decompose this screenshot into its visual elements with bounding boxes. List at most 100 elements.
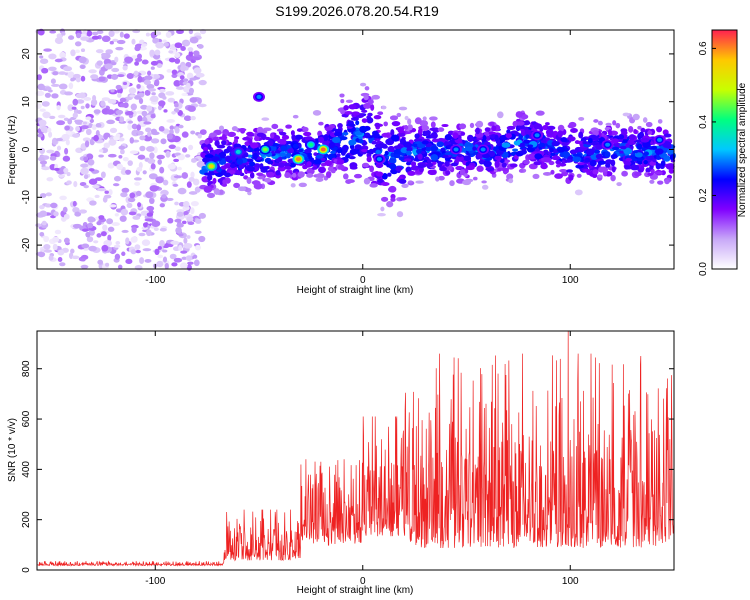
heatmap-cell (367, 99, 374, 105)
heatmap-cell (74, 41, 82, 47)
heatmap-cell (224, 172, 231, 178)
heatmap-cell (85, 116, 92, 121)
heatmap-cell (622, 112, 630, 117)
heatmap-cell (657, 119, 663, 124)
heatmap-cell (592, 130, 599, 136)
heatmap-cell (79, 182, 87, 187)
heatmap-cell (268, 139, 274, 147)
heatmap-cell (358, 139, 364, 144)
heatmap-cell (115, 133, 121, 138)
heatmap-cell (146, 105, 153, 112)
heatmap-cell (550, 169, 555, 175)
heatmap-cell (636, 143, 643, 150)
heatmap-cell (522, 139, 531, 144)
heatmap-cell (82, 121, 88, 125)
heatmap-cell (656, 155, 661, 161)
heatmap-cell (233, 182, 241, 189)
heatmap-cell (195, 72, 205, 78)
heatmap-cell (176, 29, 184, 35)
heatmap-cell (127, 197, 136, 203)
heatmap-cell (144, 89, 151, 96)
heatmap-cell (647, 172, 654, 176)
heatmap-cell (647, 130, 653, 135)
heatmap-cell (175, 86, 185, 90)
heatmap-cell (201, 152, 207, 159)
heatmap-cell (171, 73, 178, 78)
heatmap-cell (56, 120, 66, 126)
colorbar-gradient (711, 29, 738, 270)
heatmap-cell (445, 170, 451, 175)
heatmap-cell (83, 174, 89, 179)
heatmap-cell (465, 165, 475, 171)
heatmap-cell (111, 67, 120, 73)
heatmap-cell (67, 71, 75, 79)
heatmap-cell (331, 128, 338, 132)
heatmap-cell (377, 213, 386, 217)
heatmap-cell (582, 140, 588, 145)
heatmap-cell (158, 100, 166, 107)
heatmap-cell (162, 179, 169, 186)
heatmap-cell (186, 181, 192, 188)
heatmap-cell (509, 163, 518, 168)
heatmap-cell (181, 92, 189, 97)
heatmap-cell (48, 53, 57, 60)
heatmap-cell (186, 235, 191, 239)
heatmap-cell (56, 33, 64, 39)
heatmap-cell (533, 161, 542, 166)
heatmap-cell (542, 124, 549, 131)
heatmap-cell (194, 244, 202, 251)
heatmap-cell (187, 47, 194, 52)
heatmap-cell (181, 256, 188, 260)
heatmap-cell (422, 129, 431, 136)
heatmap-cell (168, 57, 176, 63)
heatmap-cell (184, 115, 192, 122)
heatmap-cell (618, 134, 625, 140)
heatmap-cell (306, 167, 315, 175)
heatmap-cell (133, 177, 142, 181)
heatmap-cell (414, 133, 420, 139)
heatmap-cell (47, 127, 52, 133)
heatmap-cell (398, 156, 405, 161)
heatmap-cell (399, 197, 407, 201)
heatmap-cell (155, 176, 164, 184)
heatmap-cell (526, 145, 535, 153)
heatmap-cell (615, 122, 621, 129)
heatmap-cell (547, 125, 556, 131)
heatmap-cell (595, 153, 602, 159)
heatmap-cell (404, 115, 409, 121)
heatmap-cell (98, 215, 105, 220)
heatmap-cell (340, 99, 345, 104)
y-tick-label: -10 (21, 190, 32, 205)
heatmap-cell (582, 168, 591, 173)
heatmap-cell (516, 121, 525, 126)
heatmap-cell (560, 136, 568, 143)
heatmap-cell (162, 249, 168, 253)
heatmap-cell (159, 166, 165, 174)
heatmap-cell (425, 162, 434, 168)
heatmap-cell (525, 134, 530, 139)
heatmap-cell (114, 56, 119, 63)
heatmap-cell (348, 123, 356, 127)
heatmap-cell (566, 136, 576, 142)
heatmap-cell (610, 174, 616, 182)
heatmap-cell (206, 192, 216, 199)
heatmap-cell (221, 139, 227, 146)
heatmap-cell (162, 256, 168, 263)
heatmap-cell (337, 122, 343, 129)
heatmap-cell (306, 161, 312, 167)
heatmap-cell (208, 164, 214, 169)
heatmap-cell (39, 147, 46, 154)
heatmap-cell (476, 153, 485, 159)
heatmap-cell (575, 140, 583, 145)
heatmap-cell (348, 104, 357, 110)
heatmap-cell (381, 105, 387, 110)
heatmap-cell (394, 166, 403, 172)
heatmap-cell (408, 180, 413, 184)
heatmap-cell (198, 235, 206, 243)
heatmap-cell (103, 132, 111, 138)
heatmap-cell (483, 141, 491, 146)
heatmap-cell (38, 119, 47, 127)
heatmap-cell (127, 123, 132, 131)
heatmap-cell (218, 125, 225, 131)
